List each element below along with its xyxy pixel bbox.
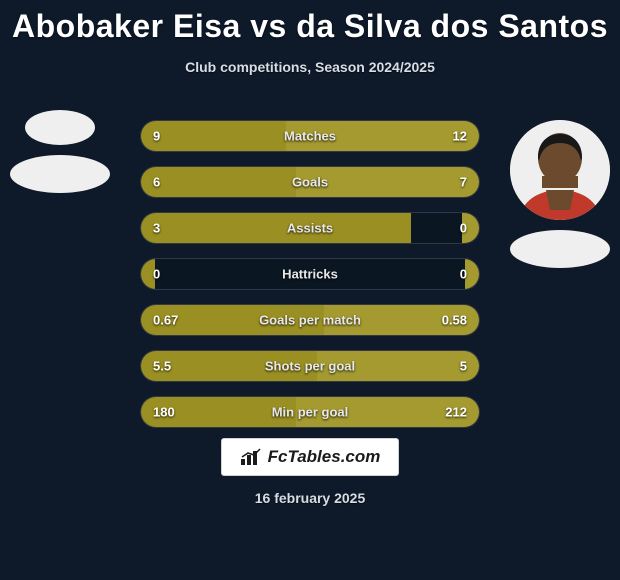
bar-value-left: 9	[153, 129, 160, 144]
bar-value-left: 180	[153, 405, 175, 420]
page-title: Abobaker Eisa vs da Silva dos Santos	[0, 0, 620, 45]
bar-value-left: 6	[153, 175, 160, 190]
player-left-club-oval	[10, 155, 110, 193]
player-left-avatar-placeholder	[25, 110, 95, 145]
footer-block: FcTables.com 16 february 2025	[0, 438, 620, 506]
player-left-block	[10, 110, 110, 193]
bar-row: 5.5 5 Shots per goal	[140, 350, 480, 382]
bar-label: Matches	[284, 129, 336, 144]
footer-date: 16 february 2025	[255, 490, 366, 506]
bar-value-right: 5	[460, 359, 467, 374]
bar-label: Min per goal	[272, 405, 349, 420]
bar-value-right: 12	[453, 129, 467, 144]
bar-label: Goals per match	[259, 313, 361, 328]
player-right-club-oval	[510, 230, 610, 268]
bar-row: 9 12 Matches	[140, 120, 480, 152]
bar-value-left: 0	[153, 267, 160, 282]
bar-value-right: 212	[445, 405, 467, 420]
bar-row: 0.67 0.58 Goals per match	[140, 304, 480, 336]
bar-row: 3 0 Assists	[140, 212, 480, 244]
bar-value-right: 7	[460, 175, 467, 190]
bar-value-left: 5.5	[153, 359, 171, 374]
bar-fill-left	[141, 121, 286, 151]
bar-value-left: 3	[153, 221, 160, 236]
bar-label: Hattricks	[282, 267, 338, 282]
bar-fill-left	[141, 167, 296, 197]
bar-row: 180 212 Min per goal	[140, 396, 480, 428]
page-subtitle: Club competitions, Season 2024/2025	[0, 59, 620, 75]
player-right-avatar	[510, 120, 610, 220]
bar-value-right: 0.58	[442, 313, 467, 328]
bar-fill-left	[141, 213, 411, 243]
bar-label: Shots per goal	[265, 359, 355, 374]
brand-text: FcTables.com	[268, 447, 381, 467]
bar-row: 6 7 Goals	[140, 166, 480, 198]
player-right-block	[510, 120, 610, 268]
bar-label: Goals	[292, 175, 328, 190]
bar-value-left: 0.67	[153, 313, 178, 328]
bar-value-right: 0	[460, 267, 467, 282]
comparison-bars: 9 12 Matches 6 7 Goals 3 0 Assists 0 0 Hattricks 0.6…	[140, 120, 480, 428]
brand-chart-icon	[240, 448, 262, 466]
bar-value-right: 0	[460, 221, 467, 236]
branding-box: FcTables.com	[221, 438, 400, 476]
player-right-silhouette-icon	[510, 120, 610, 220]
bar-row: 0 0 Hattricks	[140, 258, 480, 290]
bar-label: Assists	[287, 221, 333, 236]
bar-fill-right	[465, 259, 479, 289]
